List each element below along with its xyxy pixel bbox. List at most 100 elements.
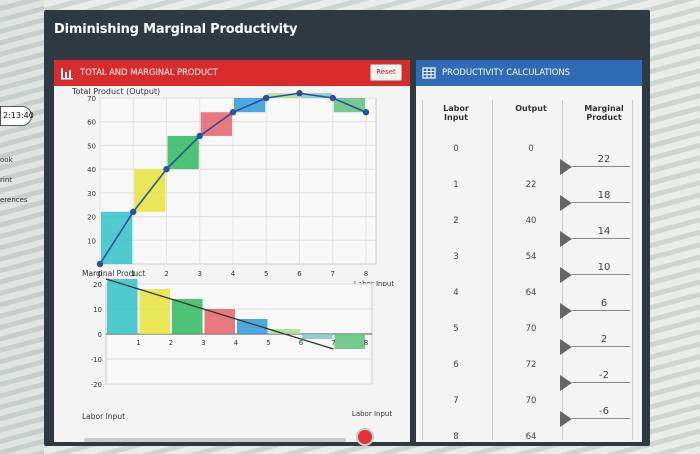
y-tick-label: 10 bbox=[87, 237, 96, 245]
arrow-right-icon bbox=[560, 303, 572, 319]
x-tick-label: 1 bbox=[136, 339, 140, 347]
arrow-right-icon bbox=[560, 339, 572, 355]
table-header-cell: Marginal Product bbox=[584, 104, 624, 122]
slider-label: Labor Input bbox=[82, 412, 126, 421]
arrow-right-icon bbox=[560, 411, 572, 427]
panel-title: TOTAL AND MARGINAL PRODUCT bbox=[80, 68, 218, 78]
y-tick-label: 60 bbox=[87, 119, 96, 127]
total-product-chart: 10 20 30 40 50 60 70 0 1 2 3 4 5 6 7 8 Total Product (Ou… bbox=[71, 87, 394, 286]
arrow-right-icon bbox=[560, 159, 572, 175]
sidebar-item[interactable]: ook bbox=[0, 156, 13, 164]
x-tick-label: 8 bbox=[364, 270, 368, 278]
x-axis-label: Labor Input bbox=[352, 410, 392, 418]
sidebar-item[interactable]: rint bbox=[0, 176, 13, 184]
panel-title: PRODUCTIVITY CALCULATIONS bbox=[442, 68, 570, 78]
x-tick-label: 7 bbox=[331, 270, 335, 278]
table-grid-line bbox=[632, 100, 633, 440]
data-point bbox=[196, 132, 203, 140]
marginal-bar bbox=[269, 329, 300, 334]
y-tick-label: 20 bbox=[87, 214, 96, 222]
output-cell: 70 bbox=[525, 396, 537, 406]
marginal-cell: 22 bbox=[597, 154, 611, 165]
data-point bbox=[263, 94, 270, 102]
reset-button[interactable]: Reset bbox=[370, 64, 402, 81]
labor-cell: 2 bbox=[453, 216, 459, 226]
y-axis-label: Marginal Product bbox=[82, 269, 145, 278]
output-cell: 64 bbox=[525, 432, 537, 442]
table-grid-line bbox=[492, 100, 493, 440]
marginal-cell: -2 bbox=[599, 370, 609, 381]
arrow-right-icon bbox=[560, 375, 572, 391]
labor-slider-knob[interactable] bbox=[356, 428, 374, 446]
data-point bbox=[329, 94, 336, 102]
labor-slider-track[interactable] bbox=[84, 438, 346, 442]
marginal-bar bbox=[172, 299, 203, 334]
marginal-cell: 14 bbox=[597, 226, 611, 237]
x-tick-label: 5 bbox=[266, 339, 270, 347]
table-icon bbox=[422, 67, 436, 79]
output-cell: 54 bbox=[525, 252, 537, 262]
marginal-bar bbox=[334, 334, 365, 349]
marginal-cell: 18 bbox=[597, 190, 611, 201]
x-tick-label: 6 bbox=[299, 339, 304, 347]
data-point bbox=[96, 260, 104, 268]
total-marginal-panel: TOTAL AND MARGINAL PRODUCT Reset 10 20 30 4… bbox=[54, 60, 410, 446]
x-tick-label: 2 bbox=[169, 339, 173, 347]
output-cell: 70 bbox=[525, 324, 537, 334]
x-tick-label: 1 bbox=[131, 270, 135, 278]
productivity-panel: PRODUCTIVITY CALCULATIONS Labor Input Out… bbox=[416, 60, 642, 442]
x-tick-label: 4 bbox=[234, 339, 239, 347]
productivity-table: Labor Input Output Marginal Product 0 0 1 22 2 4… bbox=[416, 86, 642, 442]
marginal-cell: 6 bbox=[600, 298, 608, 309]
y-tick-label: 30 bbox=[87, 190, 96, 198]
y-tick-label: 0 bbox=[98, 331, 102, 339]
x-tick-label: 2 bbox=[164, 270, 168, 278]
marginal-divider bbox=[572, 166, 630, 167]
marginal-bar bbox=[139, 289, 170, 334]
marginal-cell: -6 bbox=[599, 406, 609, 417]
y-tick-label: 40 bbox=[87, 166, 96, 174]
output-cell: 40 bbox=[525, 216, 537, 226]
labor-cell: 7 bbox=[453, 396, 459, 406]
background-strip bbox=[0, 0, 44, 454]
y-tick-label: 20 bbox=[93, 281, 102, 289]
panel-header: PRODUCTIVITY CALCULATIONS bbox=[416, 60, 642, 86]
labor-cell: 0 bbox=[453, 144, 459, 154]
bar-chart-icon bbox=[61, 68, 73, 80]
clock-badge: 2:13:40 bbox=[0, 106, 34, 126]
data-point bbox=[229, 109, 237, 116]
x-axis-label: Labor Input bbox=[354, 280, 394, 286]
app-window: Diminishing Marginal Productivity TOTAL … bbox=[44, 10, 650, 446]
marginal-cell: 10 bbox=[597, 262, 611, 273]
labor-cell: 8 bbox=[453, 432, 459, 442]
app-title: Diminishing Marginal Productivity bbox=[54, 22, 298, 37]
marginal-bar bbox=[204, 309, 235, 334]
marginal-bar bbox=[237, 319, 268, 334]
labor-cell: 4 bbox=[453, 288, 459, 298]
data-point bbox=[163, 165, 170, 173]
table-grid-line bbox=[422, 100, 423, 440]
y-axis-label: Total Product (Output) bbox=[71, 87, 160, 96]
labor-cell: 6 bbox=[453, 360, 459, 370]
data-point bbox=[296, 90, 303, 97]
table-header-cell: Labor Input bbox=[443, 104, 469, 122]
x-tick-label: 8 bbox=[364, 339, 368, 347]
data-point bbox=[130, 208, 137, 216]
table-header-cell: Output bbox=[515, 104, 547, 113]
marginal-line bbox=[105, 278, 334, 350]
data-point bbox=[362, 109, 370, 116]
output-cell: 64 bbox=[525, 288, 537, 298]
marginal-divider bbox=[572, 238, 630, 239]
y-tick-label: 50 bbox=[87, 142, 96, 150]
marginal-cell: 2 bbox=[600, 334, 608, 345]
labor-cell: 1 bbox=[453, 180, 459, 190]
output-cell: 72 bbox=[525, 360, 537, 370]
x-tick-label: 3 bbox=[201, 339, 205, 347]
sidebar-item[interactable]: erences bbox=[0, 196, 28, 204]
x-tick-label: 7 bbox=[331, 339, 335, 347]
marginal-divider bbox=[572, 202, 630, 203]
marginal-divider bbox=[572, 274, 630, 275]
arrow-right-icon bbox=[560, 231, 572, 247]
x-tick-label: 5 bbox=[264, 270, 268, 278]
